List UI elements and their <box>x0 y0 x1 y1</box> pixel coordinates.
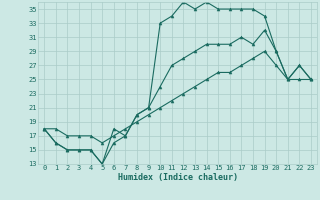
X-axis label: Humidex (Indice chaleur): Humidex (Indice chaleur) <box>118 173 238 182</box>
